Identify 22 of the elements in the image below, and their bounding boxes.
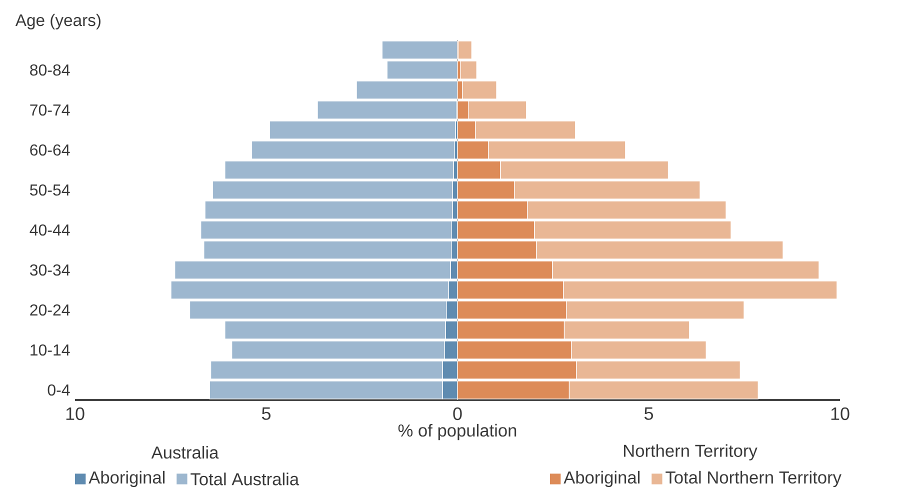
y-axis-title: Age (years) (15, 14, 100, 30)
legend-label: Total Australia (190, 472, 300, 486)
y-tick-label: 50-54 (30, 184, 70, 196)
y-tick-label: 70-74 (30, 104, 70, 116)
y-tick-label: 30-34 (30, 264, 70, 276)
y-tick-label: 40-44 (30, 224, 70, 236)
text: Australia (151, 446, 219, 459)
x-tick-label: 5 (262, 407, 271, 420)
legend-label: Total Northern Territory (666, 470, 842, 488)
legend-label: Aboriginal (88, 470, 165, 488)
x-axis-title: % of population (398, 424, 516, 440)
x-tick-label: 0 (453, 407, 462, 420)
y-tick-label: 80-84 (30, 64, 70, 76)
y-tick-label: 10-14 (30, 344, 70, 356)
text: Northern Territory (624, 444, 758, 460)
legend-label: Aboriginal (564, 470, 640, 488)
x-tick-label: 10 (831, 407, 850, 420)
x-tick-label: 10 (66, 407, 84, 420)
y-tick-label: 0-4 (48, 384, 70, 396)
y-tick-label: 20-24 (30, 304, 70, 316)
y-tick-label: 60-64 (30, 144, 70, 156)
x-tick-label: 5 (644, 407, 654, 420)
